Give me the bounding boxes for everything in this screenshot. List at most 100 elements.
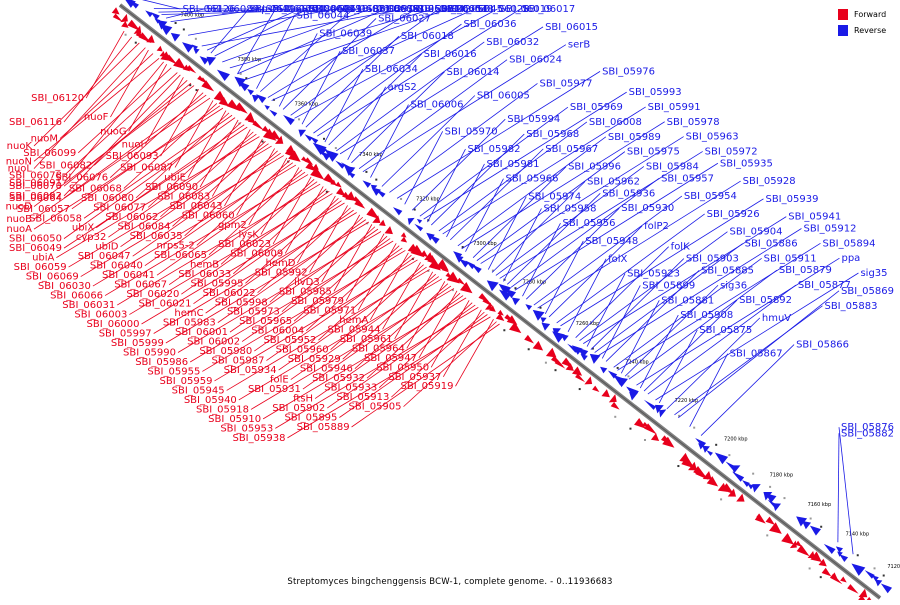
reverse-feature [256,94,266,103]
reverse-gene-label: SBI_05866 [796,340,849,351]
reverse-gene-label: SBI_05912 [803,224,856,235]
forward-feature [736,494,744,502]
marker-tick [752,473,754,475]
reverse-gene-label: folX [608,254,627,265]
forward-feature [113,14,123,23]
reverse-gene-label: SBI_06038 [441,4,494,15]
axis-tick-label: 7120 kbp [887,564,900,570]
forward-feature [201,80,214,91]
marker-tick [175,22,177,24]
forward-feature [112,7,120,14]
marker-tick [820,526,822,528]
forward-gene-label: SBI_06070 [9,181,62,192]
axis-tick-label: 7280 kbp [523,280,547,286]
reverse-gene-label-leader [313,24,461,133]
reverse-feature [283,115,295,125]
forward-gene-label: nuoM [31,134,58,145]
reverse-swatch [838,25,848,36]
reverse-feature [525,304,532,310]
marker-tick [579,388,581,390]
marker-tick [125,34,127,36]
forward-feature [584,376,592,384]
reverse-gene-label: SBI_05867 [730,349,783,360]
legend-reverse: Reverse [838,24,900,37]
reverse-gene-label: SBI_05879 [779,265,832,276]
forward-feature [797,545,810,556]
marker-tick [323,138,325,140]
reverse-gene-label: folK [671,242,690,253]
forward-gene-label: SBI_06099 [23,148,76,159]
marker-tick [857,554,859,556]
reverse-gene-label: SBI_05996 [568,162,621,173]
reverse-feature [752,484,761,492]
reverse-feature [408,218,415,225]
reverse-gene-label: SBI_05967 [545,144,598,155]
reverse-feature [417,219,422,224]
reverse-gene-label: sig35 [860,268,887,279]
marker-tick [874,567,876,569]
reverse-gene-label: SBI_05970 [445,126,498,137]
forward-feature [252,121,264,131]
reverse-gene-label: SBI_05994 [507,114,560,125]
reverse-feature [247,89,254,95]
forward-feature [546,348,557,358]
forward-feature [120,14,128,22]
forward-feature [766,517,775,525]
forward-gene-label: SBI_06076 [55,173,108,184]
marker-tick [528,348,530,350]
reverse-gene-label: SBI_05939 [765,194,818,205]
reverse-gene-label: SBI_05962 [587,176,640,187]
reverse-gene-label: argS2 [388,82,417,93]
reverse-feature [182,42,194,52]
marker-tick [614,416,616,418]
reverse-gene-label: SBI_05966 [505,174,558,185]
forward-feature [121,21,128,28]
reverse-feature [541,317,547,323]
axis-tick-label: 7160 kbp [808,502,832,508]
reverse-feature [839,554,848,562]
marker-tick [503,329,505,331]
forward-feature [755,514,766,524]
reverse-gene-label-leader [424,92,627,219]
marker-tick [375,179,377,181]
forward-feature [401,237,408,243]
forward-feature [187,65,197,73]
reverse-feature [264,105,269,110]
forward-swatch [838,9,848,20]
reverse-feature [659,409,666,417]
reverse-gene-label: SBI_06014 [446,67,499,78]
reverse-gene-label-leader [370,105,408,178]
reverse-feature [742,480,750,487]
forward-feature [533,341,543,351]
forward-gene-label: nuoG [100,126,127,137]
marker-tick [810,518,812,520]
reverse-gene-label: SBI_05883 [824,301,877,312]
marker-tick [809,567,811,569]
marker-tick [629,428,631,430]
forward-feature [335,182,342,188]
reverse-feature [629,392,638,400]
reverse-gene-label-leader [325,69,363,142]
reverse-gene-label: SBI_05963 [686,132,739,143]
reverse-feature [487,280,499,291]
reverse-feature [393,207,402,215]
reverse-feature [171,33,180,42]
axis-tick-label: 7220 kbp [675,398,699,404]
reverse-feature [824,544,836,554]
marker-tick [365,171,367,173]
marker-tick [627,375,629,377]
forward-feature [822,568,832,577]
forward-feature [509,322,521,333]
reverse-feature [414,224,423,231]
reverse-feature [732,471,744,481]
forward-gene-label: SBI_05889 [297,422,350,433]
forward-gene-label: SBI_06078 [9,171,62,182]
marker-tick [545,362,547,364]
reverse-feature [298,130,306,137]
marker-tick [196,89,198,91]
marker-tick [783,497,785,499]
reverse-gene-label: ppa [841,253,860,264]
marker-tick [335,147,337,149]
